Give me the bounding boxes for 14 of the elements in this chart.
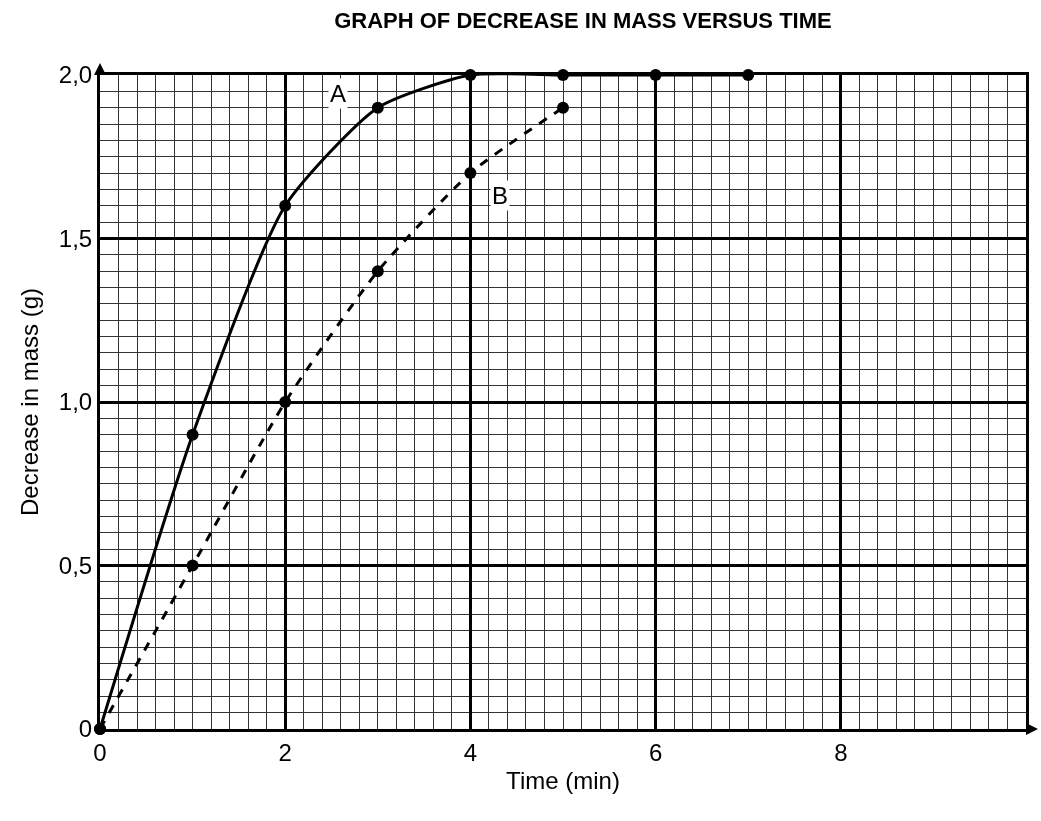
series-label: A	[330, 80, 347, 107]
x-axis-title: Time (min)	[506, 767, 620, 795]
y-tick-label: 0,5	[58, 551, 93, 579]
chart-title: GRAPH OF DECREASE IN MASS VERSUS TIME	[334, 7, 832, 33]
series-label: B	[492, 182, 509, 209]
y-axis-title: Decrease in mass (g)	[15, 287, 43, 517]
x-tick-label: 4	[463, 738, 478, 766]
y-tick-label: 1,5	[58, 224, 93, 252]
x-tick-label: 6	[648, 738, 663, 766]
x-tick-label: 8	[834, 738, 848, 766]
x-tick-label: 2	[278, 738, 292, 766]
y-tick-label: 1,0	[58, 388, 93, 416]
y-tick-label: 0	[78, 715, 93, 743]
y-tick-label: 2,0	[58, 61, 93, 89]
